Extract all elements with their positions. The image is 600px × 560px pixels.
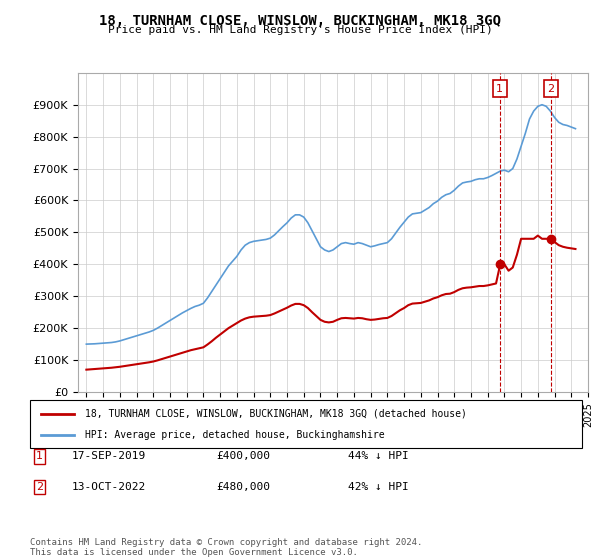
Text: 17-SEP-2019: 17-SEP-2019 bbox=[72, 451, 146, 461]
Text: 2: 2 bbox=[36, 482, 43, 492]
Text: 2: 2 bbox=[547, 84, 554, 94]
Text: Price paid vs. HM Land Registry's House Price Index (HPI): Price paid vs. HM Land Registry's House … bbox=[107, 25, 493, 35]
Text: 42% ↓ HPI: 42% ↓ HPI bbox=[348, 482, 409, 492]
FancyBboxPatch shape bbox=[30, 400, 582, 448]
Text: 44% ↓ HPI: 44% ↓ HPI bbox=[348, 451, 409, 461]
Text: 1: 1 bbox=[36, 451, 43, 461]
Text: 18, TURNHAM CLOSE, WINSLOW, BUCKINGHAM, MK18 3GQ (detached house): 18, TURNHAM CLOSE, WINSLOW, BUCKINGHAM, … bbox=[85, 409, 467, 419]
Text: 13-OCT-2022: 13-OCT-2022 bbox=[72, 482, 146, 492]
Text: Contains HM Land Registry data © Crown copyright and database right 2024.
This d: Contains HM Land Registry data © Crown c… bbox=[30, 538, 422, 557]
Text: HPI: Average price, detached house, Buckinghamshire: HPI: Average price, detached house, Buck… bbox=[85, 430, 385, 440]
Text: 18, TURNHAM CLOSE, WINSLOW, BUCKINGHAM, MK18 3GQ: 18, TURNHAM CLOSE, WINSLOW, BUCKINGHAM, … bbox=[99, 14, 501, 28]
Text: £400,000: £400,000 bbox=[216, 451, 270, 461]
Text: 1: 1 bbox=[496, 84, 503, 94]
Text: £480,000: £480,000 bbox=[216, 482, 270, 492]
